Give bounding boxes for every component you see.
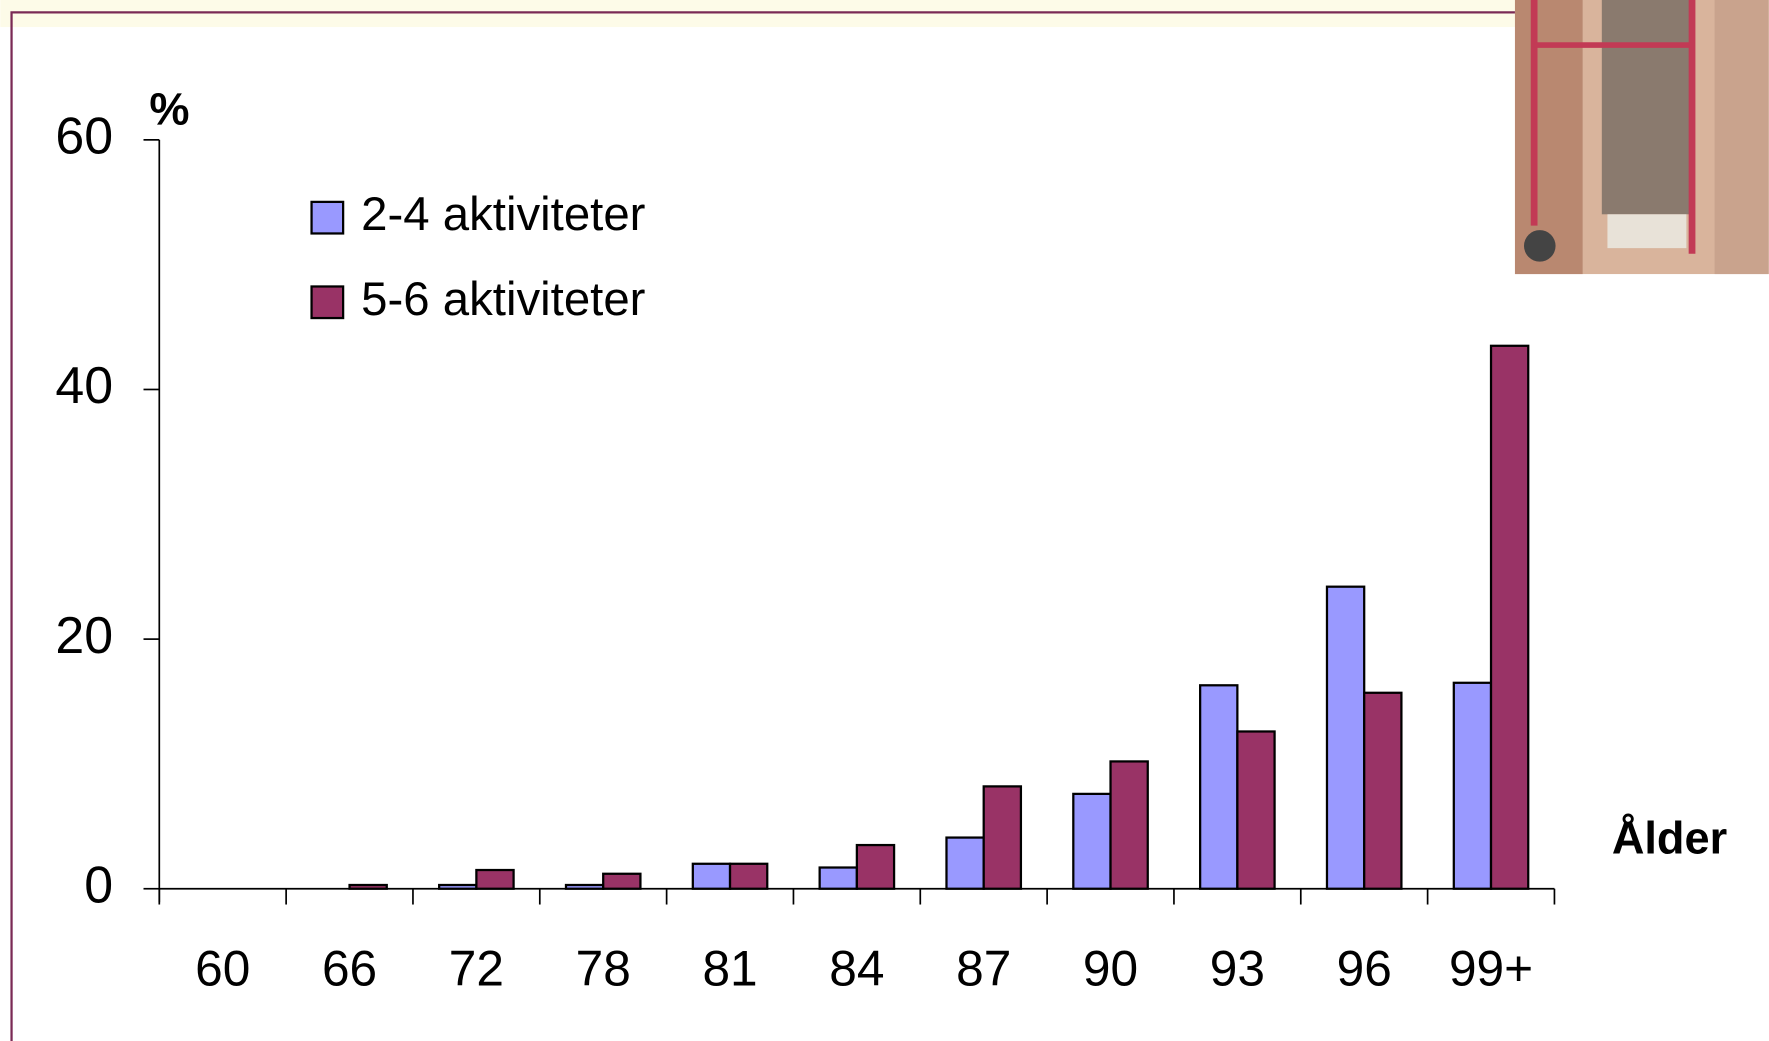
y-tick-label: 60 [55,107,113,165]
legend-swatch [310,200,345,235]
photo [1514,0,1769,275]
bar [475,868,515,890]
bar [602,872,642,890]
x-tick-label: 78 [576,940,631,996]
bar [348,883,388,890]
y-axis-label: % [149,84,189,135]
x-tick-label: 84 [829,940,884,996]
x-tick-label: 81 [702,940,757,996]
y-tick-label: 20 [55,606,113,664]
x-tick-label: 99+ [1449,940,1533,996]
bar [1109,760,1149,890]
y-tick-label: 40 [55,356,113,414]
bar [982,785,1023,890]
x-tick-label: 90 [1083,940,1138,996]
legend-label: 5-6 aktiviteter [361,273,645,326]
bar [1236,730,1276,890]
x-tick-label: 72 [449,940,504,996]
frame [10,11,1515,1041]
bar [438,883,478,890]
bar [1489,344,1530,890]
x-tick-label: 93 [1210,940,1265,996]
x-axis-label: Ålder [1612,812,1727,863]
x-tick-label: 66 [322,940,377,996]
x-tick-label: 60 [195,940,250,996]
x-tick-label: 96 [1337,940,1392,996]
bar [945,836,985,890]
legend-swatch [310,285,345,320]
bar [1452,681,1493,890]
bar [1199,684,1239,890]
legend-label: 2-4 aktiviteter [361,188,645,241]
bar [691,862,732,890]
bar [728,862,769,890]
bar [1325,585,1366,890]
bar [1072,792,1112,890]
bar [855,843,896,890]
bar [564,883,605,890]
bar [1363,691,1403,890]
bar [818,866,858,890]
x-tick-label: 87 [956,940,1011,996]
y-tick-label: 0 [84,855,113,913]
